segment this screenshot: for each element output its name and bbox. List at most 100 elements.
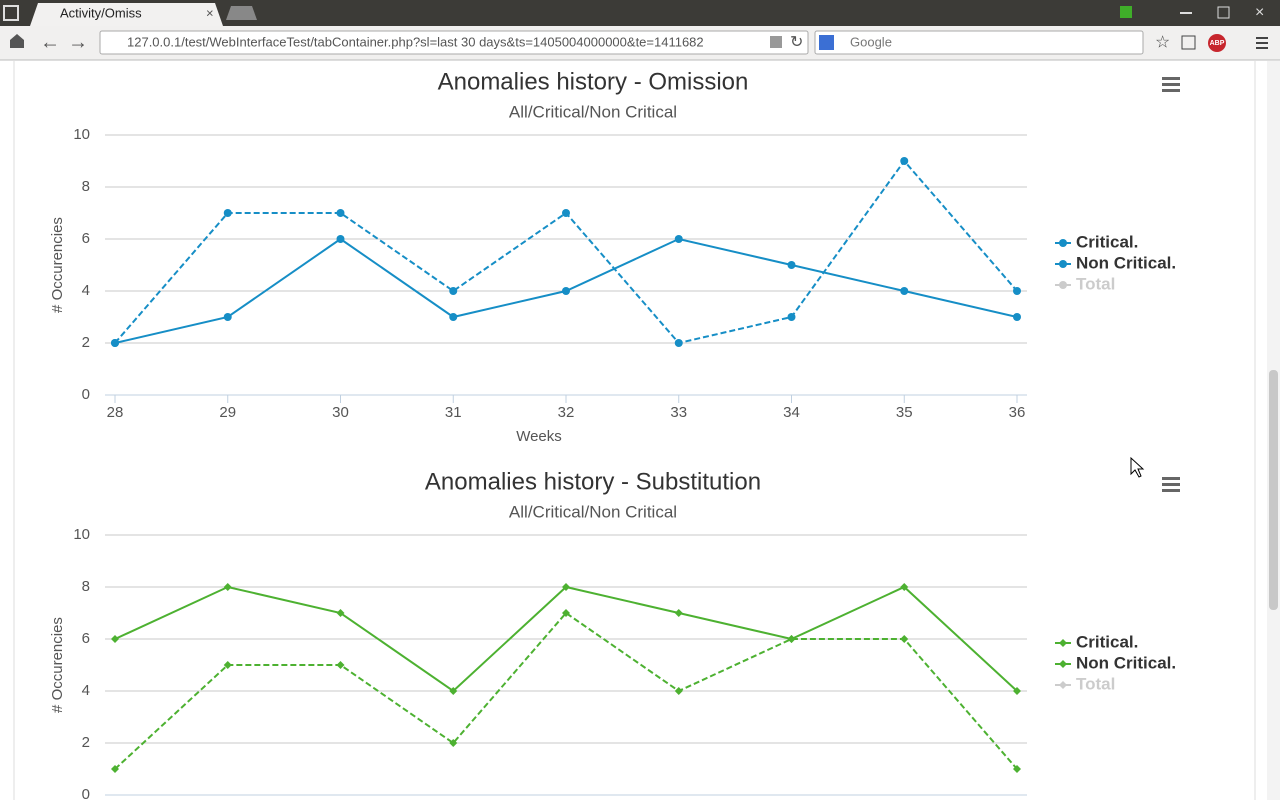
data-point bbox=[111, 635, 119, 643]
data-point bbox=[449, 313, 458, 321]
export-menu[interactable] bbox=[1162, 477, 1180, 480]
y-axis-label: # Occurencies bbox=[49, 217, 66, 313]
y-tick-label: 2 bbox=[82, 334, 90, 351]
data-point bbox=[674, 687, 683, 695]
legend-label: Non Critical. bbox=[1076, 253, 1176, 272]
y-tick-label: 10 bbox=[73, 126, 90, 143]
data-point bbox=[223, 583, 232, 591]
data-point bbox=[336, 661, 345, 669]
new-tab[interactable] bbox=[226, 6, 257, 20]
data-point bbox=[900, 583, 909, 591]
legend-item[interactable]: Critical. bbox=[1055, 232, 1138, 251]
data-point bbox=[449, 739, 458, 747]
data-point bbox=[336, 609, 345, 617]
adblock-icon[interactable] bbox=[1208, 34, 1226, 52]
legend-item[interactable]: Total bbox=[1055, 274, 1115, 293]
tab[interactable] bbox=[30, 3, 223, 26]
data-point bbox=[336, 235, 345, 243]
x-tick-label: 32 bbox=[558, 404, 575, 421]
y-axis-label: # Occurencies bbox=[49, 617, 66, 713]
tab-title: Activity/Omiss bbox=[60, 5, 142, 20]
y-tick-label: 0 bbox=[82, 386, 90, 403]
download-icon[interactable] bbox=[1120, 6, 1132, 18]
x-tick-label: 34 bbox=[783, 404, 800, 421]
x-tick-label: 30 bbox=[332, 404, 349, 421]
export-menu[interactable] bbox=[1162, 483, 1180, 486]
data-point bbox=[900, 287, 909, 295]
y-tick-label: 10 bbox=[73, 526, 90, 543]
y-tick-label: 2 bbox=[82, 734, 90, 751]
data-point bbox=[674, 235, 683, 243]
x-tick-label: 35 bbox=[896, 404, 913, 421]
search-placeholder: Google bbox=[850, 34, 892, 49]
legend-label: Total bbox=[1076, 674, 1115, 693]
cursor bbox=[1130, 456, 1145, 478]
data-point bbox=[449, 687, 458, 695]
url-bar[interactable] bbox=[99, 30, 809, 55]
menu-icon[interactable] bbox=[1256, 37, 1268, 39]
maximize[interactable] bbox=[1217, 6, 1230, 19]
legend-marker bbox=[1059, 239, 1067, 247]
data-point bbox=[223, 209, 232, 217]
minimize[interactable] bbox=[1180, 12, 1192, 14]
legend-item[interactable]: Total bbox=[1055, 674, 1115, 693]
forward-button[interactable]: → bbox=[68, 31, 88, 53]
bookmarks-icon[interactable] bbox=[1181, 35, 1196, 50]
x-tick-label: 36 bbox=[1009, 404, 1026, 421]
legend-marker bbox=[1059, 660, 1067, 668]
export-menu[interactable] bbox=[1162, 83, 1180, 86]
legend-label: Total bbox=[1076, 274, 1115, 293]
home-button[interactable] bbox=[10, 34, 24, 48]
legend-item[interactable]: Non Critical. bbox=[1055, 253, 1176, 272]
legend-marker bbox=[1059, 260, 1067, 268]
tab-close[interactable]: × bbox=[206, 5, 214, 20]
series-line bbox=[114, 611, 1018, 770]
x-tick-label: 31 bbox=[445, 404, 462, 421]
data-point bbox=[223, 313, 232, 321]
legend-item[interactable]: Critical. bbox=[1055, 632, 1138, 651]
export-menu[interactable] bbox=[1162, 489, 1180, 492]
search-engine-icon[interactable] bbox=[819, 35, 834, 50]
url: 127.0.0.1/test/WebInterfaceTest/tabConta… bbox=[127, 34, 704, 49]
legend-label: Non Critical. bbox=[1076, 653, 1176, 672]
apps-icon[interactable] bbox=[3, 5, 19, 21]
data-point bbox=[562, 209, 570, 217]
y-tick-label: 8 bbox=[82, 578, 90, 595]
menu-icon-bar bbox=[1256, 42, 1268, 44]
reload-button[interactable]: ↻ bbox=[790, 34, 803, 51]
data-point bbox=[562, 609, 570, 617]
data-point bbox=[562, 583, 570, 591]
back-button[interactable]: ← bbox=[40, 31, 60, 53]
data-point bbox=[900, 635, 909, 643]
search-bar[interactable] bbox=[814, 30, 1144, 55]
url-dropdown[interactable] bbox=[770, 36, 782, 48]
charts: Anomalies history - Omission All/Critical… bbox=[49, 68, 1180, 800]
export-menu[interactable] bbox=[1162, 89, 1180, 92]
x-tick-label: 33 bbox=[670, 404, 687, 421]
export-menu[interactable] bbox=[1162, 77, 1180, 80]
y-tick-label: 6 bbox=[82, 230, 90, 247]
y-tick-label: 4 bbox=[82, 682, 90, 699]
data-point bbox=[111, 339, 119, 347]
x-tick-label: 29 bbox=[219, 404, 236, 421]
y-tick-label: 4 bbox=[82, 282, 90, 299]
menu-icon-bar bbox=[1256, 47, 1268, 49]
data-point bbox=[562, 287, 570, 295]
close-window[interactable]: × bbox=[1255, 4, 1264, 21]
data-point bbox=[674, 339, 683, 347]
x-tick-label: 28 bbox=[107, 404, 124, 421]
y-tick-label: 8 bbox=[82, 178, 90, 195]
scrollbar-thumb[interactable] bbox=[1269, 370, 1278, 610]
data-point bbox=[674, 609, 683, 617]
data-point bbox=[449, 287, 458, 295]
data-point bbox=[787, 635, 796, 643]
y-tick-label: 6 bbox=[82, 630, 90, 647]
data-point bbox=[111, 765, 119, 773]
chart-subtitle: All/Critical/Non Critical bbox=[509, 502, 677, 521]
data-point bbox=[787, 313, 796, 321]
chart-title: Anomalies history - Omission bbox=[438, 68, 749, 95]
legend-item[interactable]: Non Critical. bbox=[1055, 653, 1176, 672]
bookmark-star[interactable]: ☆ bbox=[1155, 32, 1170, 51]
legend-label: Critical. bbox=[1076, 632, 1138, 651]
